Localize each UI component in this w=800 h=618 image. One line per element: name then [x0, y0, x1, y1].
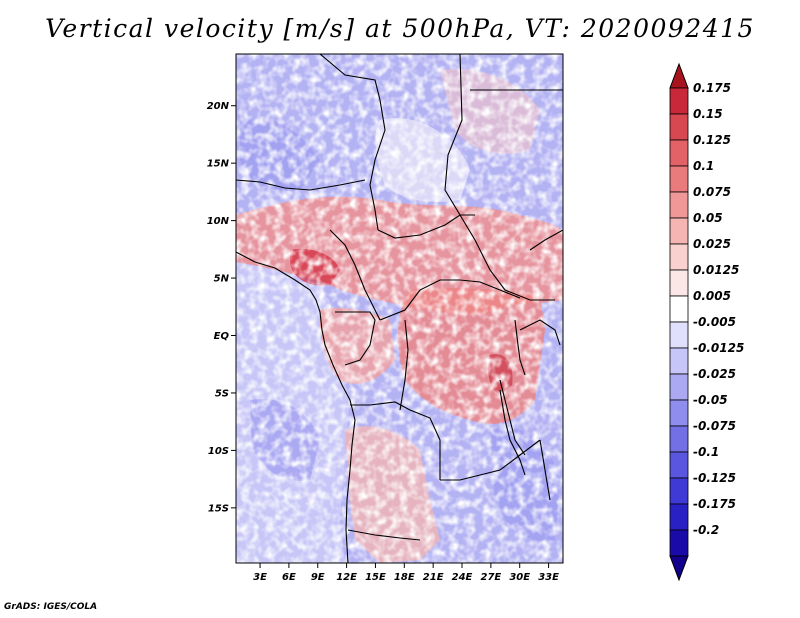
colorbar-label: 0.1 [693, 159, 714, 173]
colorbar-swatch [669, 139, 689, 167]
border-drc-angola [350, 401, 441, 480]
border-tanzania [499, 379, 526, 456]
lake-victoria [519, 319, 561, 346]
lon-tick-label: 18E [394, 572, 415, 583]
colorbar-swatch [669, 529, 689, 557]
lon-tick-label: 30E [509, 572, 530, 583]
colorbar-swatch [669, 503, 689, 531]
border-niger-chad [319, 54, 386, 231]
lat-tick-label: 10N [207, 216, 230, 227]
colorbar-swatch [669, 87, 689, 115]
border-cameroon [329, 229, 381, 321]
lon-tick-label: 3E [253, 572, 267, 583]
colorbar-label: 0.125 [693, 133, 731, 147]
border-uganda [514, 319, 526, 376]
chart-title: Vertical velocity [m/s] at 500hPa, VT: 2… [45, 14, 755, 43]
lake-tanganyika [499, 389, 526, 476]
lake-malawi [539, 439, 551, 501]
colorbar-swatch [669, 165, 689, 193]
colorbar-swatch [669, 347, 689, 375]
colorbar-swatch [669, 243, 689, 271]
colorbar-swatch [669, 217, 689, 245]
lon-tick-label: 24E [452, 572, 473, 583]
border-congo-drc [399, 319, 409, 411]
lon-tick-label: 21E [423, 572, 444, 583]
longitude-axis: 3E 6E 9E 12E 15E 18E 21E 24E 27E 30E 33E [253, 563, 559, 583]
lon-tick-label: 12E [336, 572, 357, 583]
colorbar-swatch [669, 113, 689, 141]
border-ethiopia [529, 229, 563, 251]
colorbar-label: 0.15 [693, 107, 723, 121]
border-sudan [444, 54, 555, 301]
colorbar-bottom-arrow [669, 555, 689, 582]
colorbar-label: 0.025 [693, 237, 731, 251]
latitude-axis: 20N 15N 10N 5N EQ 5S 10S 15S [207, 101, 236, 514]
colorbar-label: -0.075 [693, 419, 736, 433]
map-frame [235, 53, 564, 564]
colorbar-label: -0.125 [693, 471, 736, 485]
lat-tick-label: 10S [208, 446, 229, 457]
colorbar-label: 0.005 [693, 289, 731, 303]
velocity-field [236, 54, 563, 563]
colorbar-swatch [669, 425, 689, 453]
colorbar: 0.175 0.15 0.125 0.1 0.075 0.05 0.025 0.0125 0.0… [669, 62, 744, 582]
lat-tick-label: 20N [207, 101, 230, 112]
lon-tick-label: 15E [365, 572, 386, 583]
border-gabon [335, 311, 376, 366]
colorbar-label: -0.175 [693, 497, 736, 511]
lon-tick-label: 9E [311, 572, 325, 583]
lat-tick-label: 15S [208, 503, 229, 514]
colorbar-label: -0.2 [693, 523, 719, 537]
colorbar-label: -0.05 [693, 393, 728, 407]
field-texture [236, 54, 563, 563]
coastlines-borders [236, 54, 563, 563]
colorbar-label: 0.0125 [693, 263, 739, 277]
colorbar-swatch [669, 477, 689, 505]
lon-tick-label: 33E [538, 572, 559, 583]
colorbar-label: -0.0125 [693, 341, 744, 355]
colorbar-top-arrow [669, 62, 689, 89]
lon-tick-label: 6E [282, 572, 296, 583]
border-car-south [379, 279, 521, 321]
colorbar-swatch [669, 269, 689, 297]
lat-tick-label: 5N [214, 274, 230, 285]
colorbar-label: -0.1 [693, 445, 719, 459]
colorbar-label: 0.075 [693, 185, 731, 199]
lon-tick-label: 27E [480, 572, 501, 583]
colorbar-label: 0.05 [693, 211, 723, 225]
colorbar-swatch [669, 295, 689, 323]
colorbar-swatch [669, 399, 689, 427]
colorbar-label: 0.175 [693, 81, 731, 95]
colorbar-swatch [669, 321, 689, 349]
border-namibia [347, 529, 421, 541]
colorbar-swatch [669, 191, 689, 219]
border-car-north [377, 214, 475, 239]
colorbar-swatch [669, 451, 689, 479]
colorbar-label: -0.025 [693, 367, 736, 381]
lat-tick-label: 15N [207, 159, 230, 170]
border-sahel [236, 179, 366, 191]
lat-tick-label: 5S [215, 388, 229, 399]
credit-label: GrADS: IGES/COLA [4, 602, 98, 612]
coastline [236, 251, 356, 563]
colorbar-label: -0.005 [693, 315, 736, 329]
lat-tick-label: EQ [214, 331, 230, 342]
colorbar-swatch [669, 373, 689, 401]
